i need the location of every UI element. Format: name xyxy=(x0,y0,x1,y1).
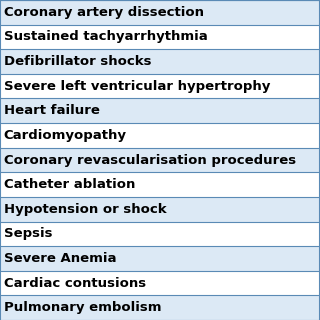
Bar xyxy=(0,123,320,148)
Bar xyxy=(0,246,320,271)
Text: Coronary revascularisation procedures: Coronary revascularisation procedures xyxy=(4,154,296,166)
Bar xyxy=(0,0,320,25)
Text: Pulmonary embolism: Pulmonary embolism xyxy=(4,301,161,314)
Text: Defibrillator shocks: Defibrillator shocks xyxy=(4,55,151,68)
Text: Hypotension or shock: Hypotension or shock xyxy=(4,203,166,216)
Text: Severe left ventricular hypertrophy: Severe left ventricular hypertrophy xyxy=(4,80,270,93)
Text: Sustained tachyarrhythmia: Sustained tachyarrhythmia xyxy=(4,30,208,44)
Text: Coronary artery dissection: Coronary artery dissection xyxy=(4,6,204,19)
Bar xyxy=(0,197,320,221)
Text: Severe Anemia: Severe Anemia xyxy=(4,252,116,265)
Text: Catheter ablation: Catheter ablation xyxy=(4,178,135,191)
Bar xyxy=(0,271,320,295)
Bar xyxy=(0,295,320,320)
Bar xyxy=(0,221,320,246)
Bar xyxy=(0,74,320,99)
Text: Cardiac contusions: Cardiac contusions xyxy=(4,276,146,290)
Bar xyxy=(0,25,320,49)
Text: Cardiomyopathy: Cardiomyopathy xyxy=(4,129,127,142)
Text: Heart failure: Heart failure xyxy=(4,104,100,117)
Bar xyxy=(0,49,320,74)
Bar xyxy=(0,99,320,123)
Text: Sepsis: Sepsis xyxy=(4,227,52,240)
Bar xyxy=(0,148,320,172)
Bar xyxy=(0,172,320,197)
